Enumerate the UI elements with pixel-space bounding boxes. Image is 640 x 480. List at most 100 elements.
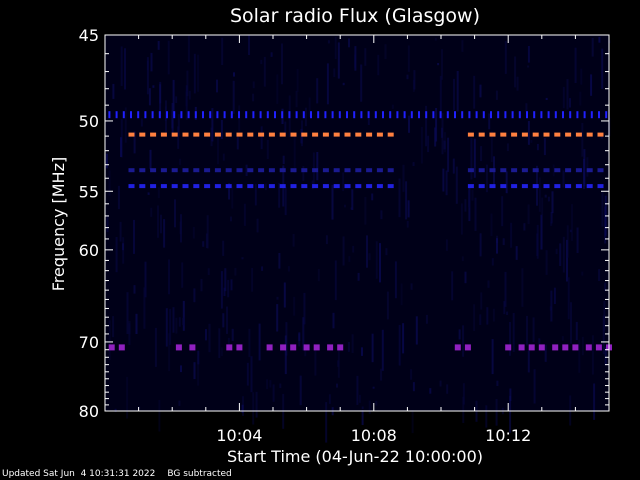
noise-streak xyxy=(580,68,583,85)
noise-streak xyxy=(570,302,572,344)
noise-streak xyxy=(197,350,200,365)
noise-streak xyxy=(126,292,129,334)
band-point xyxy=(226,344,233,351)
band-mark xyxy=(353,111,356,119)
band-mark xyxy=(115,111,118,119)
band-mark xyxy=(194,111,197,119)
noise-streak xyxy=(451,271,454,301)
band-mark xyxy=(258,168,265,173)
band-mark xyxy=(193,168,200,173)
band-mark xyxy=(137,111,140,119)
band-mark xyxy=(605,111,608,119)
noise-streak xyxy=(479,314,482,325)
noise-streak xyxy=(158,399,161,432)
noise-streak xyxy=(284,121,287,136)
noise-streak xyxy=(216,79,218,93)
noise-streak xyxy=(576,227,579,253)
noise-streak xyxy=(434,37,437,41)
band-mark xyxy=(565,132,572,137)
noise-streak xyxy=(124,48,126,90)
band-mark xyxy=(331,111,334,119)
band-point xyxy=(303,344,310,351)
noise-streak xyxy=(566,239,568,282)
noise-streak xyxy=(435,108,438,142)
noise-streak xyxy=(283,282,286,308)
band-mark xyxy=(360,111,363,119)
noise-streak xyxy=(547,196,550,202)
noise-streak xyxy=(167,40,170,75)
plot-frame xyxy=(104,34,610,412)
noise-streak xyxy=(168,259,170,295)
band-point xyxy=(552,344,559,351)
noise-streak xyxy=(411,410,414,434)
noise-streak xyxy=(604,346,607,366)
band-mark xyxy=(532,184,539,189)
noise-streak xyxy=(434,127,437,147)
band-mark xyxy=(461,111,464,119)
band-mark xyxy=(144,111,147,119)
noise-streak xyxy=(144,261,147,298)
noise-streak xyxy=(569,229,572,233)
noise-streak xyxy=(337,42,340,79)
noise-streak xyxy=(439,75,442,117)
noise-streak xyxy=(456,71,459,112)
band-70_7mhz xyxy=(108,344,612,351)
band-mark xyxy=(355,184,362,189)
background-noise xyxy=(105,35,611,443)
band-point xyxy=(189,344,196,351)
noise-streak xyxy=(108,320,111,360)
noise-streak xyxy=(175,96,178,103)
band-mark xyxy=(575,132,582,137)
noise-streak xyxy=(550,290,553,322)
noise-streak xyxy=(140,118,143,127)
band-mark xyxy=(355,168,362,173)
noise-streak xyxy=(146,60,149,71)
band-mark xyxy=(150,184,157,189)
noise-streak xyxy=(571,204,573,241)
noise-streak xyxy=(181,262,184,288)
noise-streak xyxy=(562,170,565,188)
noise-streak xyxy=(377,54,380,76)
noise-streak xyxy=(278,253,281,269)
band-mark xyxy=(367,111,370,119)
noise-streak xyxy=(185,85,188,120)
noise-streak xyxy=(412,162,415,166)
band-mark xyxy=(182,168,189,173)
noise-streak xyxy=(495,399,498,426)
band-mark xyxy=(173,111,176,119)
band-mark xyxy=(569,111,572,119)
band-mark xyxy=(467,184,474,189)
noise-streak xyxy=(385,248,388,256)
noise-streak xyxy=(205,329,207,341)
band-mark xyxy=(475,111,478,119)
band-mark xyxy=(268,184,275,189)
band-mark xyxy=(160,184,167,189)
noise-streak xyxy=(398,178,401,218)
noise-streak xyxy=(464,271,467,284)
noise-streak xyxy=(227,279,230,298)
noise-streak xyxy=(441,49,443,80)
noise-streak xyxy=(200,278,203,292)
band-mark xyxy=(333,184,340,189)
band-mark xyxy=(543,168,550,173)
noise-streak xyxy=(581,271,584,276)
noise-streak xyxy=(379,243,381,283)
noise-streak xyxy=(412,79,415,92)
noise-streak xyxy=(157,205,159,238)
band-mark xyxy=(521,168,528,173)
noise-streak xyxy=(406,74,409,80)
band-mark xyxy=(403,111,406,119)
noise-streak xyxy=(208,323,211,353)
band-mark xyxy=(565,168,572,173)
updated-timestamp: Updated Sat Jun 4 10:31:31 2022 xyxy=(2,469,156,479)
band-mark xyxy=(366,184,373,189)
noise-streak xyxy=(402,323,405,354)
band-mark xyxy=(252,111,255,119)
noise-streak xyxy=(386,291,389,320)
noise-streak xyxy=(533,369,536,404)
noise-streak xyxy=(221,37,224,65)
noise-streak xyxy=(222,153,225,161)
noise-streak xyxy=(504,271,507,307)
band-mark xyxy=(489,168,496,173)
band-mark xyxy=(467,132,474,137)
